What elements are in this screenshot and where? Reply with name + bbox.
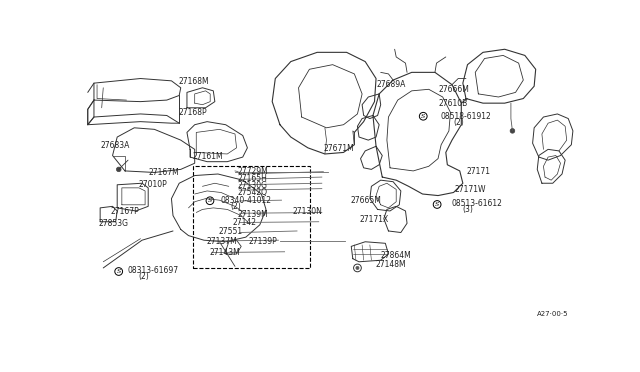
Text: S: S [435,202,439,207]
Text: 27143M: 27143M [210,248,241,257]
Text: A27·00·5: A27·00·5 [537,311,568,317]
Text: 27148M: 27148M [376,260,406,269]
Text: (2): (2) [453,118,464,127]
Text: 27671M: 27671M [323,144,354,153]
Text: 27168P: 27168P [178,108,207,117]
Text: 27542Q: 27542Q [237,188,268,197]
Text: 08313-61697: 08313-61697 [127,266,179,275]
Text: 08513-61612: 08513-61612 [451,199,502,208]
Text: 27551: 27551 [219,227,243,237]
Text: 27168M: 27168M [178,77,209,86]
Circle shape [510,129,515,133]
Text: 27010P: 27010P [138,180,167,189]
Text: 08518-61912: 08518-61912 [440,112,491,121]
Text: 27142: 27142 [233,218,257,227]
Circle shape [116,167,121,172]
Text: 27729M: 27729M [237,167,268,176]
Text: 27161M: 27161M [192,153,223,161]
Text: 08340-41012: 08340-41012 [221,196,272,205]
Text: 27689A: 27689A [376,80,406,89]
Text: 27665M: 27665M [351,196,381,205]
Text: 27165H: 27165H [237,174,268,183]
Bar [193,166,310,268]
Text: 27139P: 27139P [249,237,277,246]
Text: 27171X: 27171X [360,215,389,224]
Text: 27167M: 27167M [148,169,179,177]
Text: 27130N: 27130N [292,208,322,217]
Text: 27139M: 27139M [237,210,268,219]
Text: 27167P: 27167P [111,208,140,217]
Text: 27683A: 27683A [101,141,130,150]
Text: 27171: 27171 [467,167,491,176]
Text: 27171W: 27171W [455,185,486,193]
Circle shape [356,266,359,269]
Text: 27864M: 27864M [381,251,412,260]
Text: S: S [208,198,212,203]
Text: (2): (2) [138,272,149,280]
Text: (3): (3) [462,205,473,214]
Text: S: S [116,269,121,274]
Text: (2): (2) [230,202,241,211]
Text: S: S [421,114,426,119]
Text: 27137M: 27137M [207,237,237,246]
Text: 27610B: 27610B [438,99,467,108]
Text: 27130G: 27130G [237,181,268,190]
Text: 27666M: 27666M [438,86,469,94]
Text: 27853G: 27853G [99,219,129,228]
